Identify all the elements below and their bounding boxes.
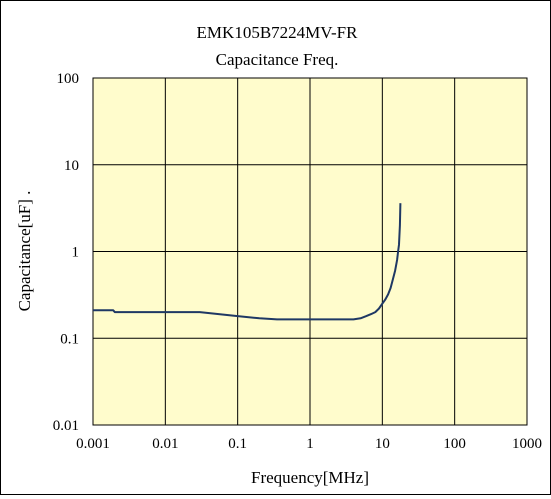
y-tick-label: 100	[57, 71, 80, 87]
y-tick-label: 10	[64, 158, 79, 174]
y-tick-labels: 0.01 0.1 1 10 100	[53, 71, 79, 434]
x-tick-label: 1	[306, 436, 314, 452]
series-line	[93, 203, 402, 321]
x-tick-label: 10	[375, 436, 390, 452]
y-tick-label: 1	[72, 245, 80, 261]
x-tick-label: 0.001	[76, 436, 110, 452]
x-tick-label: 100	[443, 436, 466, 452]
x-tick-label: 0.1	[228, 436, 247, 452]
x-tick-labels: 0.001 0.01 0.1 1 10 100 1000	[76, 436, 542, 452]
x-tick-label: 0.01	[152, 436, 178, 452]
y-tick-label: 0.01	[53, 418, 79, 434]
chart-subtitle: Capacitance Freq.	[216, 50, 339, 69]
grid-lines	[92, 77, 528, 426]
y-axis-label: Capacitance[uF] .	[15, 191, 34, 312]
x-tick-label: 1000	[512, 436, 542, 452]
series-layer	[93, 203, 402, 321]
y-tick-label: 0.1	[60, 331, 79, 347]
x-axis-label: Frequency[MHz]	[251, 468, 369, 487]
chart-title: EMK105B7224MV-FR	[197, 23, 359, 42]
